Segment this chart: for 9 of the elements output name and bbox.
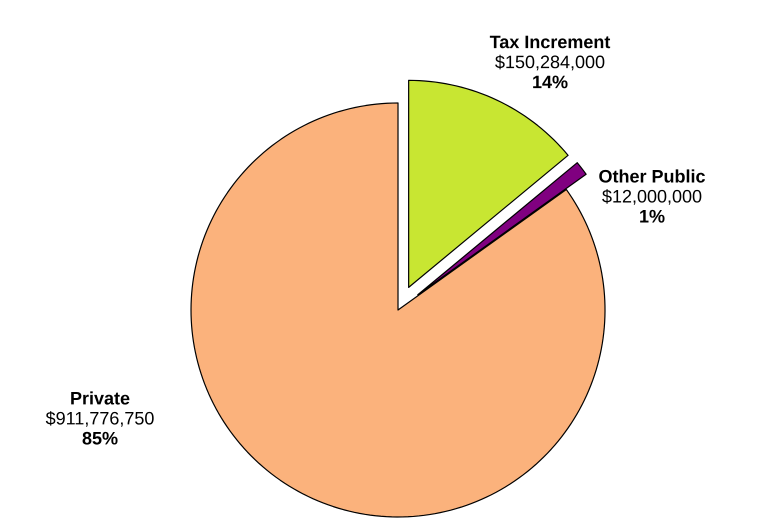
text: 1% <box>640 210 665 223</box>
text: 14% <box>533 76 568 88</box>
slice-label: Private <box>71 391 130 405</box>
data-label: $911,776,750 <box>46 411 154 427</box>
data-label: $150,284,000 <box>495 54 604 70</box>
slice-label: Tax Increment <box>490 36 610 48</box>
text: 85% <box>82 432 118 445</box>
data-label: $12,000,000 <box>602 189 702 205</box>
slice-label: Other Public <box>599 169 705 183</box>
